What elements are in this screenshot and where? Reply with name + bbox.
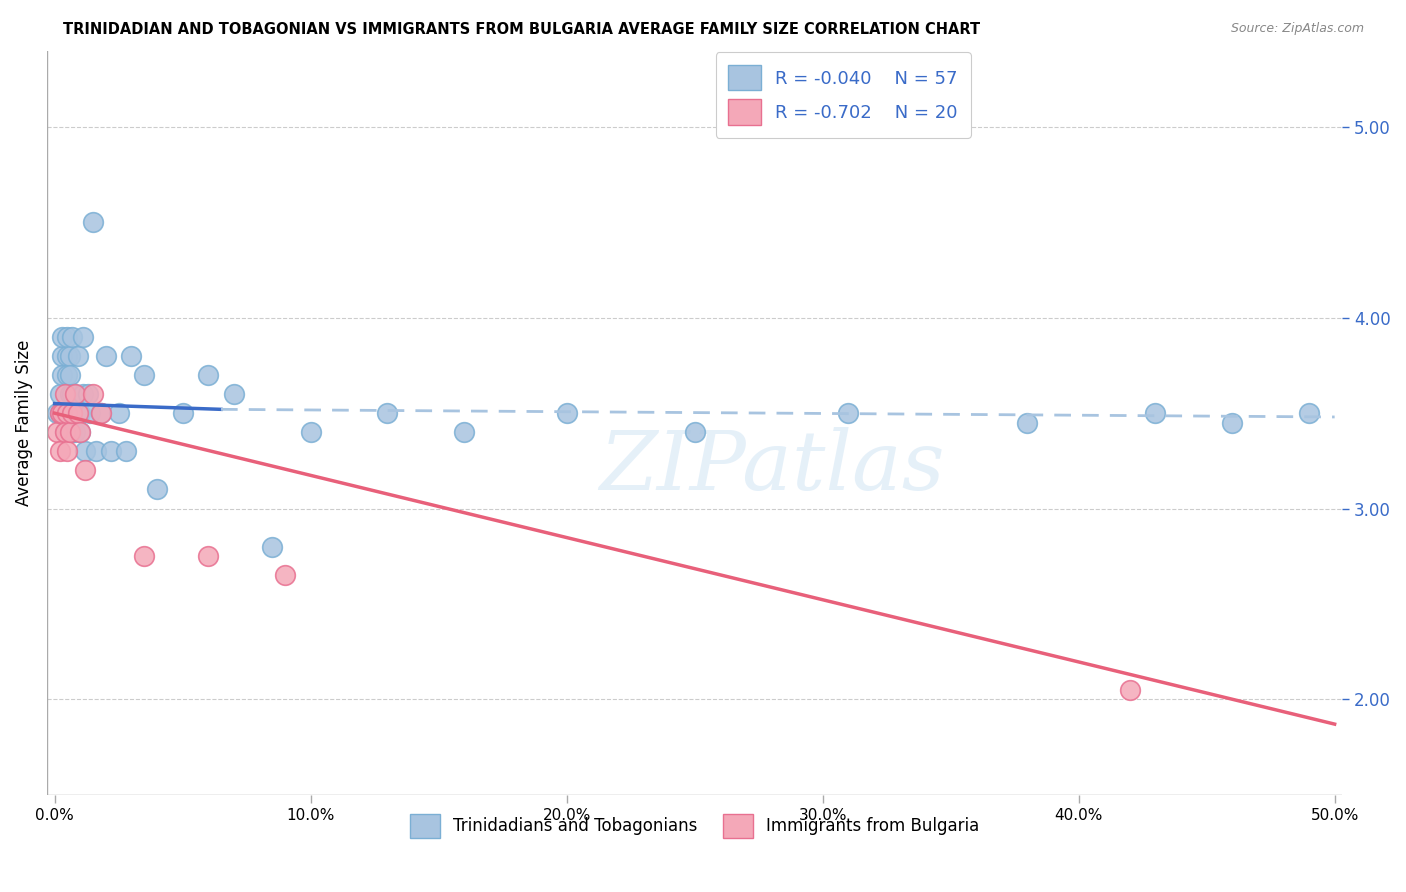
- Point: [197, 549, 219, 564]
- Point: [46, 425, 69, 440]
- Point: [82, 215, 104, 229]
- Point: [56, 406, 79, 420]
- Point: [1119, 682, 1142, 697]
- Point: [107, 406, 129, 420]
- Point: [75, 463, 97, 477]
- Point: [62, 406, 84, 420]
- Point: [222, 387, 245, 401]
- Point: [51, 349, 73, 363]
- Y-axis label: Average Family Size: Average Family Size: [15, 340, 32, 506]
- Point: [100, 444, 122, 458]
- Point: [172, 406, 194, 420]
- Point: [48, 444, 70, 458]
- Point: [377, 406, 399, 420]
- Point: [46, 406, 69, 420]
- Point: [94, 349, 117, 363]
- Point: [90, 406, 112, 420]
- Text: TRINIDADIAN AND TOBAGONIAN VS IMMIGRANTS FROM BULGARIA AVERAGE FAMILY SIZE CORRE: TRINIDADIAN AND TOBAGONIAN VS IMMIGRANTS…: [63, 22, 980, 37]
- Point: [837, 406, 859, 420]
- Point: [62, 387, 84, 401]
- Point: [262, 540, 284, 554]
- Point: [66, 349, 89, 363]
- Point: [59, 406, 82, 420]
- Point: [197, 368, 219, 382]
- Point: [134, 549, 156, 564]
- Point: [72, 330, 94, 344]
- Point: [56, 444, 79, 458]
- Point: [69, 425, 91, 440]
- Point: [1298, 406, 1320, 420]
- Point: [453, 425, 475, 440]
- Legend: Trinidadians and Tobagonians, Immigrants from Bulgaria: Trinidadians and Tobagonians, Immigrants…: [402, 805, 987, 846]
- Point: [59, 368, 82, 382]
- Point: [69, 425, 91, 440]
- Point: [63, 425, 86, 440]
- Point: [63, 406, 86, 420]
- Point: [1017, 416, 1039, 430]
- Point: [62, 406, 84, 420]
- Point: [75, 444, 97, 458]
- Point: [90, 406, 112, 420]
- Point: [51, 330, 73, 344]
- Point: [53, 425, 76, 440]
- Point: [59, 349, 82, 363]
- Point: [48, 406, 70, 420]
- Point: [48, 387, 70, 401]
- Point: [56, 349, 79, 363]
- Point: [82, 387, 104, 401]
- Point: [53, 387, 76, 401]
- Point: [76, 387, 98, 401]
- Point: [53, 406, 76, 420]
- Text: Source: ZipAtlas.com: Source: ZipAtlas.com: [1230, 22, 1364, 36]
- Point: [274, 568, 297, 582]
- Point: [146, 483, 169, 497]
- Point: [48, 406, 70, 420]
- Point: [62, 425, 84, 440]
- Point: [53, 425, 76, 440]
- Point: [1144, 406, 1167, 420]
- Point: [66, 406, 89, 420]
- Point: [1220, 416, 1243, 430]
- Point: [84, 444, 107, 458]
- Point: [115, 444, 138, 458]
- Point: [56, 368, 79, 382]
- Point: [299, 425, 322, 440]
- Point: [56, 406, 79, 420]
- Point: [555, 406, 578, 420]
- Point: [120, 349, 142, 363]
- Point: [683, 425, 706, 440]
- Point: [72, 387, 94, 401]
- Point: [69, 406, 91, 420]
- Point: [53, 406, 76, 420]
- Point: [62, 330, 84, 344]
- Point: [51, 406, 73, 420]
- Point: [66, 406, 89, 420]
- Point: [134, 368, 156, 382]
- Point: [56, 330, 79, 344]
- Point: [79, 406, 101, 420]
- Point: [59, 425, 82, 440]
- Point: [63, 387, 86, 401]
- Point: [51, 368, 73, 382]
- Point: [59, 387, 82, 401]
- Point: [63, 387, 86, 401]
- Text: ZIPatlas: ZIPatlas: [599, 427, 945, 508]
